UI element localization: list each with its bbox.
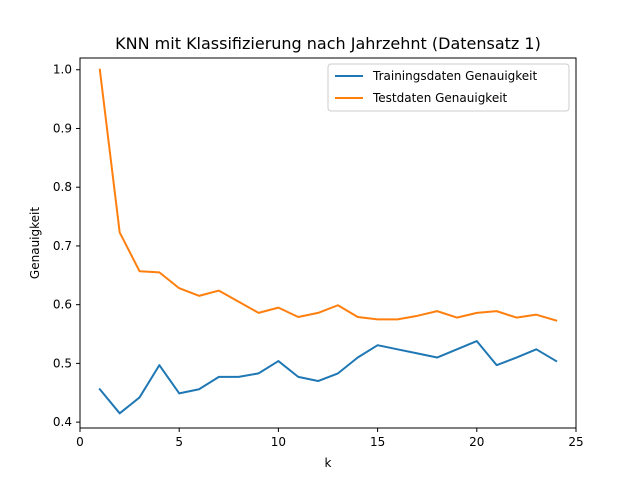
y-tick-label: 0.8: [53, 180, 72, 194]
x-tick-label: 0: [76, 435, 84, 449]
x-axis-title: k: [325, 456, 332, 470]
chart-title: KNN mit Klassifizierung nach Jahrzehnt (…: [115, 34, 541, 53]
y-tick-label: 0.6: [53, 298, 72, 312]
legend-label-1: Trainingsdaten Genauigkeit: [372, 69, 538, 83]
plot-area: 0 5 10 15 20 25 0.4 0.5 0.6 0.7 0.8 0.9 1.0: [53, 57, 584, 449]
x-tick-label: 15: [370, 435, 385, 449]
x-tick-label: 25: [568, 435, 583, 449]
x-tick-label: 10: [271, 435, 286, 449]
plot-frame: [79, 57, 577, 429]
series-line-1: [98, 340, 558, 415]
y-tick-label: 0.5: [53, 356, 72, 370]
series-line-2: [98, 68, 558, 322]
y-tick-label: 0.7: [53, 239, 72, 253]
legend: Trainingsdaten Genauigkeit Testdaten Gena…: [327, 63, 570, 112]
y-tick-label: 0.9: [53, 121, 72, 135]
legend-box: [327, 63, 570, 112]
y-tick-label: 1.0: [53, 63, 72, 77]
y-tick-label: 0.4: [53, 415, 72, 429]
legend-label-2: Testdaten Genauigkeit: [372, 91, 508, 105]
x-tick-label: 20: [469, 435, 484, 449]
x-tick-label: 5: [175, 435, 183, 449]
y-axis-title: Genauigkeit: [28, 207, 42, 279]
